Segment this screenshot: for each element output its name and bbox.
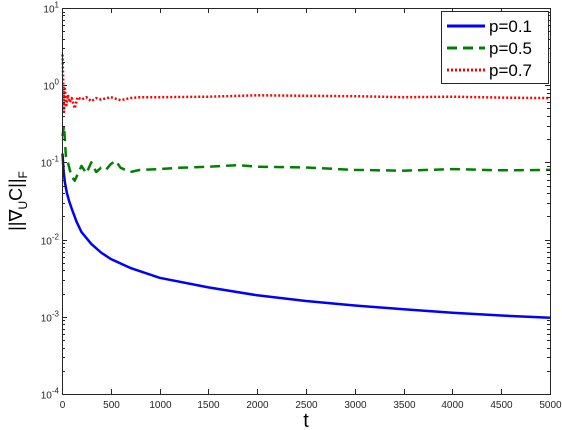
legend-label: p=0.7	[489, 61, 532, 80]
y-tick-label: 10-3	[41, 310, 60, 325]
y-tick-label-exponent: -2	[52, 233, 60, 242]
x-tick-label: 4500	[490, 400, 513, 411]
y-tick-label-base: 10	[41, 159, 53, 170]
x-tick-label: 500	[103, 400, 120, 411]
y-axis-label-part: C||	[6, 178, 26, 200]
y-axis-label: ||∇UC||F	[6, 171, 30, 231]
x-tick-label: 3000	[344, 400, 367, 411]
x-tick-label: 1000	[149, 400, 172, 411]
series-line-p=0.7	[61, 54, 551, 114]
series-line-p=0.5	[61, 124, 551, 182]
y-tick-label-base: 10	[41, 237, 53, 248]
series-layer	[61, 54, 551, 320]
y-axis-label-subscript: U	[16, 201, 30, 210]
y-tick-label-base: 10	[41, 314, 53, 325]
y-tick-label-exponent: 1	[55, 1, 60, 10]
x-tick-label: 4000	[441, 400, 464, 411]
x-tick-label: 1500	[197, 400, 220, 411]
x-tick-label: 2500	[295, 400, 318, 411]
legend-label: p=0.5	[489, 39, 532, 58]
x-tick-label: 3500	[393, 400, 416, 411]
y-tick-label-base: 10	[43, 5, 55, 16]
y-tick-label-exponent: -1	[52, 155, 60, 164]
y-tick-label-base: 10	[41, 391, 53, 402]
y-axis-label-subscript: F	[16, 171, 30, 178]
y-tick-label: 100	[43, 78, 59, 93]
series-line-p=0.1	[61, 153, 551, 320]
y-tick-label: 10-4	[41, 387, 60, 402]
y-tick-label-base: 10	[43, 82, 55, 93]
x-axis-label: t	[303, 410, 309, 430]
legend: p=0.1 p=0.5 p=0.7	[441, 11, 549, 84]
y-tick-label-exponent: -3	[52, 310, 60, 319]
y-tick-label: 10-1	[41, 155, 60, 170]
y-tick-label-exponent: -4	[52, 387, 60, 396]
x-tick-label: 5000	[539, 400, 562, 411]
x-tick-label: 0	[60, 400, 66, 411]
y-tick-label: 101	[43, 1, 59, 16]
y-tick-label-exponent: 0	[55, 78, 60, 87]
y-tick-label: 10-2	[41, 233, 60, 248]
x-ticks: 0 500 1000 1500 2000 2500 3000 3500 4000 4500 5000	[60, 8, 562, 411]
x-tick-label: 2000	[246, 400, 269, 411]
y-axis-label-part: ||∇	[6, 209, 26, 231]
legend-label: p=0.1	[489, 17, 532, 36]
